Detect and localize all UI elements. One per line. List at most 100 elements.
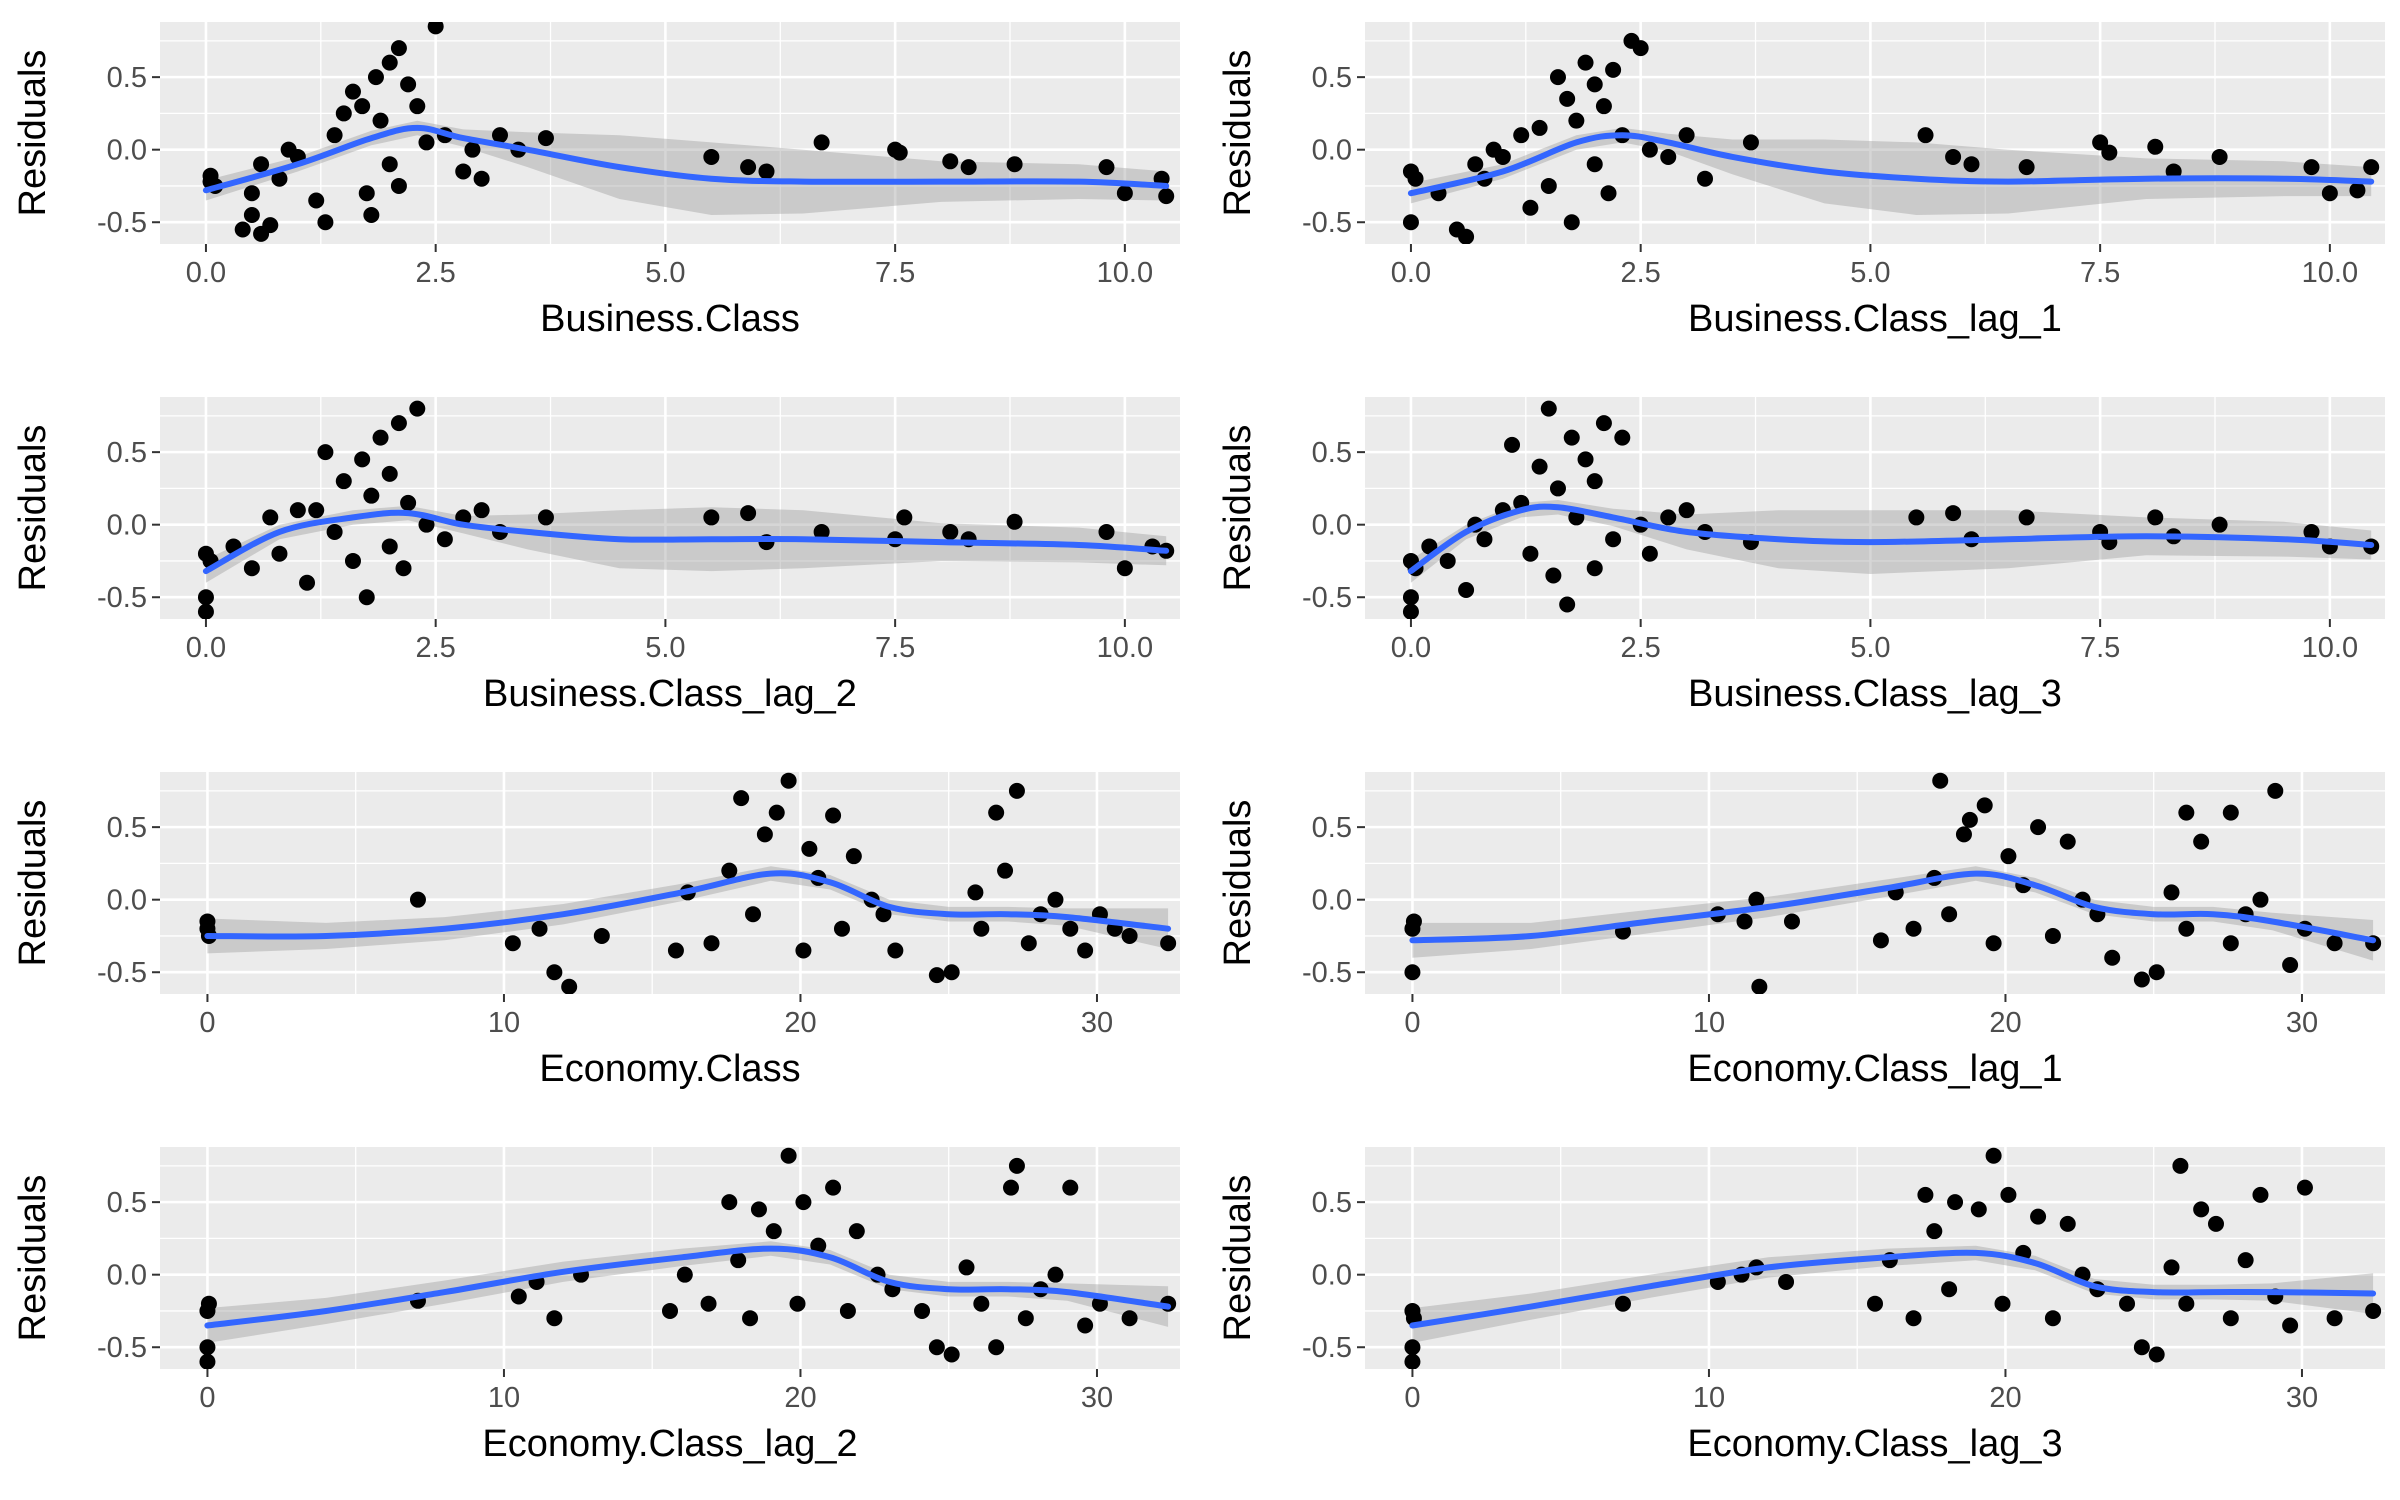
x-tick-label: 20 [784,1007,816,1039]
x-tick-label: 7.5 [875,257,915,289]
y-axis-title: Residuals [1217,50,1259,217]
x-tick-label: 10 [1693,1007,1725,1039]
data-point [891,144,908,161]
data-point [1941,1281,1958,1298]
data-point [780,772,797,789]
y-tick-label: 0.5 [107,62,147,94]
data-point [381,538,398,555]
data-point [510,1288,527,1305]
y-tick-label: 0.0 [1312,510,1352,542]
data-point [789,1295,806,1312]
data-point [1062,920,1079,937]
data-point [418,134,435,151]
y-tick-label: -0.5 [1302,957,1352,989]
x-tick-label: 2.5 [416,632,456,664]
x-tick-label: 2.5 [1621,257,1661,289]
data-point [1563,214,1580,231]
data-point [2267,782,2284,799]
data-point [1955,826,1972,843]
y-tick-label: 0.0 [1312,135,1352,167]
x-tick-label: 30 [1081,1382,1113,1414]
x-tick-label: 10.0 [2302,632,2358,664]
data-point [1116,185,1133,202]
data-point [400,76,417,93]
data-point [358,589,375,606]
data-point [1522,199,1539,216]
data-point [943,964,960,981]
data-point [1945,148,1962,165]
data-point [740,159,757,176]
data-point [2148,1346,2165,1363]
data-point [1407,170,1424,187]
x-tick-label: 7.5 [875,632,915,664]
data-point [395,560,412,577]
data-point [848,1223,865,1240]
y-tick-label: -0.5 [97,1332,147,1364]
data-point [1121,927,1138,944]
data-point [1697,170,1713,187]
data-point [887,942,904,959]
data-point [721,1194,738,1211]
data-point [2193,833,2210,850]
data-point [2163,884,2180,901]
data-point [1402,214,1419,231]
data-point [1559,596,1576,613]
x-tick-label: 2.5 [1621,632,1661,664]
data-point [813,523,830,540]
data-point [928,967,945,984]
y-axis-title: Residuals [12,425,54,592]
data-point [2237,1252,2254,1269]
data-point [1047,1266,1064,1283]
panel-plot-area [160,772,1180,994]
data-point [2363,159,2380,176]
data-point [745,906,762,923]
data-point [2349,182,2366,199]
data-point [473,502,490,519]
data-point [1421,538,1438,555]
data-point [1963,156,1980,173]
data-point [1404,1353,1421,1369]
data-point [1872,932,1889,949]
data-point [740,505,757,522]
data-point [1905,1310,1922,1327]
data-point [372,112,389,129]
panel-plot-area [160,22,1180,244]
data-point [1994,1295,2011,1312]
data-point [1006,513,1023,530]
data-point [2282,956,2299,973]
data-point [2211,516,2228,533]
data-point [427,22,444,35]
data-point [942,153,959,170]
panel-plot-area [160,1147,1180,1369]
x-axis-title: Business.Class_lag_1 [1688,298,2062,340]
y-tick-label: -0.5 [1302,582,1352,614]
data-point [2207,1215,2224,1232]
data-point [1614,1295,1631,1312]
data-point [1985,1147,2002,1164]
y-tick-label: 0.5 [107,812,147,844]
data-point [1632,40,1649,57]
data-point [833,920,850,937]
y-tick-label: 0.0 [107,135,147,167]
data-point [676,1266,693,1283]
data-point [400,494,417,511]
data-point [1077,1317,1094,1334]
data-point [1945,505,1962,522]
data-point [2030,1208,2047,1225]
data-point [988,804,1005,821]
data-point [1660,509,1677,526]
data-point [967,884,984,901]
x-tick-label: 20 [784,1382,816,1414]
data-point [1405,913,1422,930]
data-point [317,214,334,231]
data-point [795,1194,812,1211]
y-tick-label: 0.5 [1312,1187,1352,1219]
confidence-band [205,505,1167,583]
data-point [1600,185,1617,202]
data-point [765,1223,782,1240]
data-point [199,1353,216,1369]
data-point [825,807,842,824]
y-axis-title: Residuals [12,1175,54,1342]
data-point [1494,148,1511,165]
data-point [1017,1310,1034,1327]
